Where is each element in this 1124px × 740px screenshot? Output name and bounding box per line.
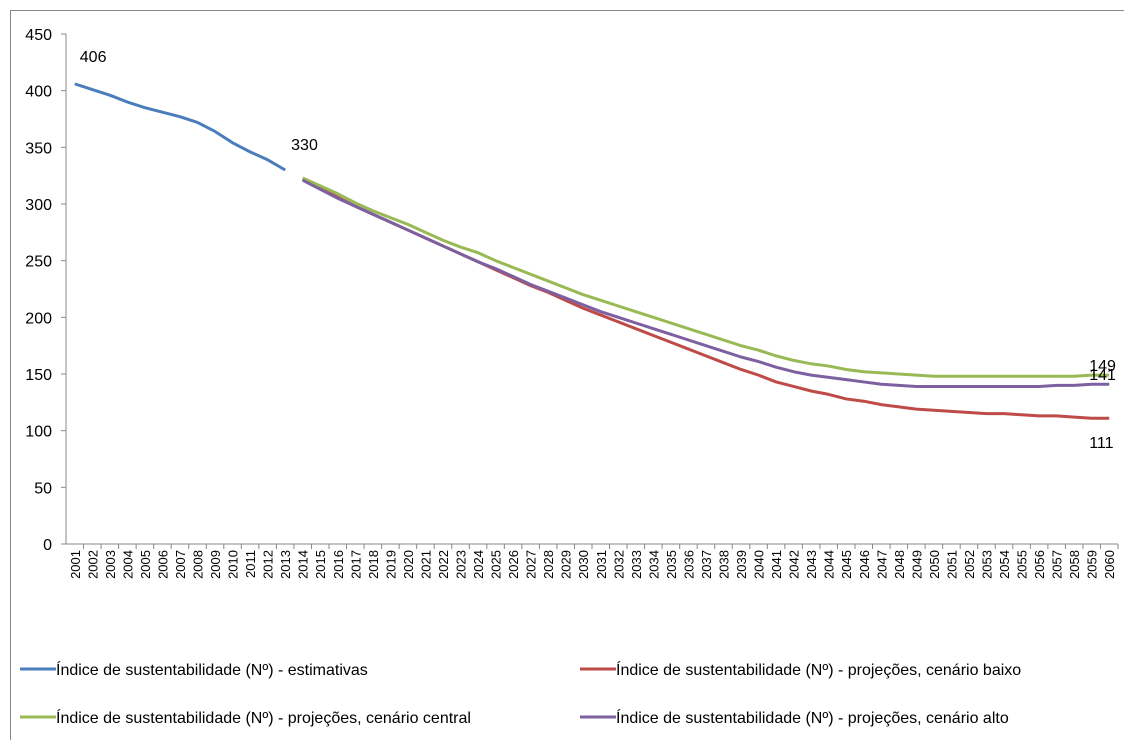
y-tick-label: 100 [25,424,52,441]
y-tick-label: 350 [25,140,52,157]
legend-label: Índice de sustentabilidade (Nº) - projeç… [56,708,471,727]
x-tick-label: 2010 [226,550,241,579]
x-tick-label: 2055 [1015,550,1030,579]
x-tick-label: 2026 [506,550,521,579]
x-tick-label: 2011 [243,550,258,578]
x-tick-label: 2003 [103,550,118,579]
x-tick-label: 2030 [576,550,591,579]
x-tick-label: 2015 [313,550,328,579]
x-tick-label: 2033 [629,550,644,579]
legend-label: Índice de sustentabilidade (Nº) - projeç… [616,708,1009,727]
x-tick-label: 2034 [646,550,661,579]
x-tick-label: 2022 [436,550,451,579]
x-tick-label: 2051 [944,550,959,579]
y-tick-label: 450 [25,27,52,44]
x-tick-label: 2052 [962,550,977,579]
x-tick-label: 2025 [489,550,504,579]
x-tick-label: 2014 [296,550,311,579]
x-tick-label: 2007 [173,550,188,579]
x-tick-label: 2048 [892,550,907,579]
x-tick-label: 2037 [699,550,714,579]
y-tick-label: 200 [25,310,52,327]
x-tick-label: 2005 [138,550,153,579]
x-tick-label: 2023 [454,550,469,579]
x-tick-label: 2041 [769,550,784,579]
x-tick-label: 2017 [348,550,363,579]
x-tick-label: 2053 [980,550,995,579]
data-label: 111 [1089,435,1113,452]
x-tick-label: 2036 [681,550,696,579]
x-tick-label: 2046 [857,550,872,579]
x-tick-label: 2027 [524,550,539,579]
x-tick-label: 2009 [208,550,223,579]
legend-label: Índice de sustentabilidade (Nº) - projeç… [616,660,1021,679]
x-tick-label: 2016 [331,550,346,579]
data-label: 149 [1089,358,1116,375]
x-tick-label: 2012 [261,550,276,579]
x-tick-label: 2047 [874,550,889,579]
series-line [302,177,1110,420]
y-tick-label: 150 [25,367,52,384]
legend-label: Índice de sustentabilidade (Nº) - estima… [56,660,368,679]
x-tick-label: 2006 [155,550,170,579]
x-tick-label: 2040 [752,550,767,579]
data-label: 141 [1089,367,1116,384]
series-line [74,82,286,172]
x-tick-label: 2019 [383,550,398,579]
x-tick-label: 2049 [909,550,924,579]
y-tick-label: 250 [25,254,52,271]
x-tick-label: 2002 [85,550,100,579]
y-tick-label: 400 [25,84,52,101]
x-tick-label: 2024 [471,550,486,579]
x-tick-label: 2020 [401,550,416,579]
y-tick-label: 50 [34,480,52,497]
x-tick-label: 2038 [717,550,732,579]
y-tick-label: 300 [25,197,52,214]
x-tick-label: 2035 [664,550,679,579]
x-tick-label: 2057 [1050,550,1065,579]
x-tick-label: 2013 [278,550,293,579]
series-line [302,176,1110,378]
x-tick-label: 2039 [734,550,749,579]
series-line [302,178,1110,388]
x-tick-label: 2042 [787,550,802,579]
x-tick-label: 2044 [822,550,837,579]
x-tick-label: 2028 [541,550,556,579]
x-tick-label: 2018 [366,550,381,579]
x-tick-label: 2008 [191,550,206,579]
x-tick-label: 2054 [997,550,1012,579]
x-tick-label: 2001 [68,550,83,579]
x-tick-label: 2043 [804,550,819,579]
x-tick-label: 2004 [120,550,135,579]
x-tick-label: 2045 [839,550,854,579]
x-tick-label: 2031 [594,550,609,579]
x-tick-label: 2029 [559,550,574,579]
x-tick-label: 2058 [1067,550,1082,579]
chart-border [10,10,1124,740]
y-tick-label: 0 [43,537,52,554]
x-tick-label: 2059 [1085,550,1100,579]
x-tick-label: 2060 [1102,550,1117,579]
x-tick-label: 2056 [1032,550,1047,579]
x-tick-label: 2032 [611,550,626,579]
data-label: 406 [80,49,107,66]
x-tick-label: 2050 [927,550,942,579]
data-label: 330 [291,137,318,154]
x-tick-label: 2021 [418,550,433,579]
